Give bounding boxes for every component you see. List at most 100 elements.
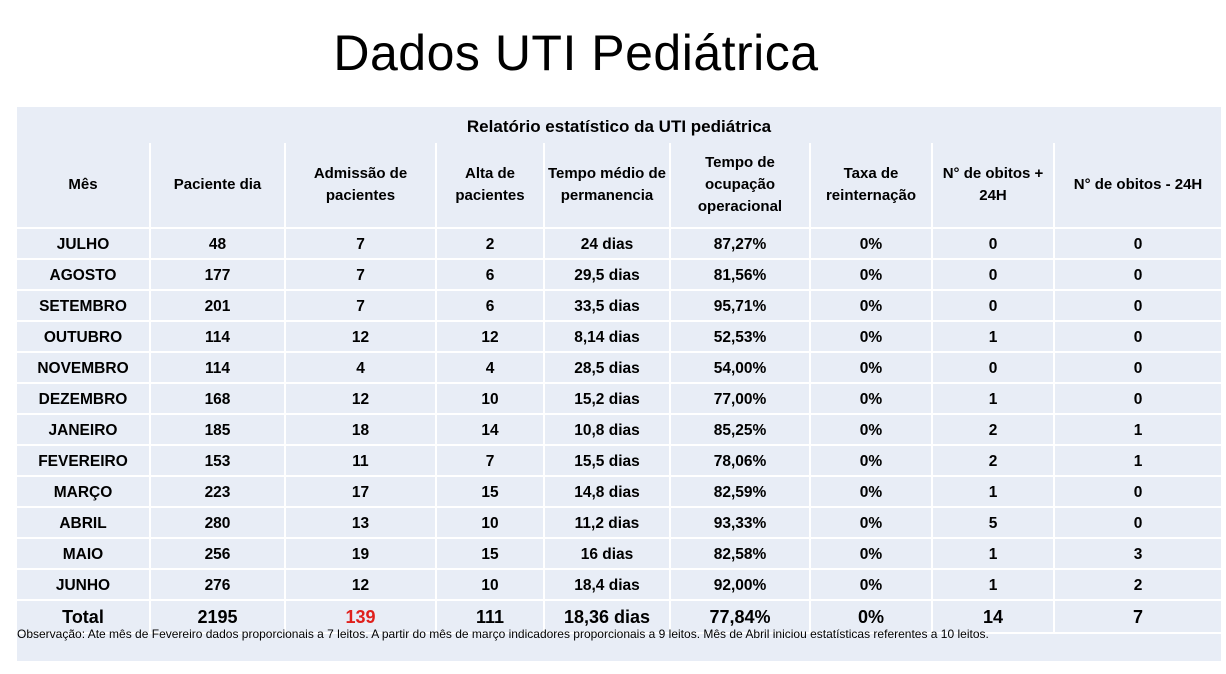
table-cell: 12 [284,569,436,601]
table-cell: 1 [931,538,1054,570]
table-cell: 0 [1052,228,1222,260]
total-cell: 77,84% [669,600,810,634]
footnote: Observação: Ate mês de Fevereiro dados p… [17,627,989,641]
table-cell: 14 [435,414,544,446]
table-cell: 82,59% [669,476,810,508]
column-header: N° de obitos - 24H [1052,143,1222,229]
total-cell: 2195 [149,600,285,634]
column-header: Alta de pacientes [435,143,544,229]
table-cell: 0% [809,538,932,570]
table-row: DEZEMBRO 168 12 10 15,2 dias 77,00% 0% 1… [17,383,1222,415]
table-cell: 7 [284,259,436,291]
table-cell: 85,25% [669,414,810,446]
table-cell: 0% [809,228,932,260]
table-cell: 0 [1052,321,1222,353]
table-cell: ABRIL [17,507,150,539]
table-cell: 0 [931,259,1054,291]
table-cell: JUNHO [17,569,150,601]
table-cell: 15,2 dias [543,383,670,415]
table-cell: 0 [931,290,1054,322]
column-header: N° de obitos + 24H [931,143,1054,229]
table-row: JULHO 48 7 2 24 dias 87,27% 0% 0 0 [17,228,1222,260]
table-cell: 33,5 dias [543,290,670,322]
table-cell: 11,2 dias [543,507,670,539]
table-cell: 0% [809,414,932,446]
table-cell: 29,5 dias [543,259,670,291]
table-cell: 4 [284,352,436,384]
table-row: JANEIRO 185 18 14 10,8 dias 85,25% 0% 2 … [17,414,1222,446]
column-header: Tempo médio de permanencia [543,143,670,229]
table-cell: 177 [149,259,285,291]
table-row: FEVEREIRO 153 11 7 15,5 dias 78,06% 0% 2… [17,445,1222,477]
table-cell: NOVEMBRO [17,352,150,384]
table-cell: 19 [284,538,436,570]
table-cell: 0 [1052,507,1222,539]
table-cell: 0 [1052,383,1222,415]
table-cell: 0 [1052,352,1222,384]
table-row: SETEMBRO 201 7 6 33,5 dias 95,71% 0% 0 0 [17,290,1222,322]
total-cell: 14 [931,600,1054,634]
total-cell: 0% [809,600,932,634]
table-cell: 2 [931,445,1054,477]
table-cell: 10 [435,569,544,601]
total-label: Total [17,600,150,634]
slide-title: Dados UTI Pediátrica [333,25,819,81]
total-cell: 7 [1052,600,1222,634]
table-caption-row: Relatório estatístico da UTI pediátrica [17,107,1221,143]
table-cell: 18,4 dias [543,569,670,601]
total-cell: 18,36 dias [543,600,670,634]
table-cell: 0% [809,445,932,477]
table-cell: 0% [809,259,932,291]
table-cell: 168 [149,383,285,415]
table-cell: SETEMBRO [17,290,150,322]
table-cell: 223 [149,476,285,508]
table-cell: 0 [1052,476,1222,508]
total-admissions-highlight: 139 [284,600,436,634]
column-header: Mês [17,143,150,229]
table-cell: 77,00% [669,383,810,415]
table-cell: 18 [284,414,436,446]
table-cell: 78,06% [669,445,810,477]
table-cell: 114 [149,352,285,384]
table-cell: 15,5 dias [543,445,670,477]
table-cell: 81,56% [669,259,810,291]
table-cell: 10 [435,383,544,415]
table-row: OUTUBRO 114 12 12 8,14 dias 52,53% 0% 1 … [17,321,1222,353]
table-cell: 48 [149,228,285,260]
table-cell: OUTUBRO [17,321,150,353]
table-row: NOVEMBRO 114 4 4 28,5 dias 54,00% 0% 0 0 [17,352,1222,384]
table-cell: 1 [1052,445,1222,477]
statistics-table: Relatório estatístico da UTI pediátrica … [17,107,1222,634]
table-cell: 15 [435,538,544,570]
table-cell: 13 [284,507,436,539]
table-cell: 1 [931,569,1054,601]
table-cell: 14,8 dias [543,476,670,508]
table-cell: 201 [149,290,285,322]
table-cell: 0% [809,321,932,353]
table-cell: 10 [435,507,544,539]
table-cell: FEVEREIRO [17,445,150,477]
table-cell: 15 [435,476,544,508]
table-cell: 0% [809,569,932,601]
table-row: MARÇO 223 17 15 14,8 dias 82,59% 0% 1 0 [17,476,1222,508]
table-caption: Relatório estatístico da UTI pediátrica [466,116,772,136]
table-cell: 93,33% [669,507,810,539]
table-cell: 12 [435,321,544,353]
table-cell: 92,00% [669,569,810,601]
table-cell: 5 [931,507,1054,539]
table-row: JUNHO 276 12 10 18,4 dias 92,00% 0% 1 2 [17,569,1222,601]
table-cell: 0 [931,352,1054,384]
table-cell: 52,53% [669,321,810,353]
table-row: MAIO 256 19 15 16 dias 82,58% 0% 1 3 [17,538,1222,570]
table-cell: 10,8 dias [543,414,670,446]
table-cell: JULHO [17,228,150,260]
table-cell: 1 [931,321,1054,353]
table-cell: 6 [435,259,544,291]
table-total-row: Total 2195 139 111 18,36 dias 77,84% 0% … [17,600,1222,634]
table-cell: 185 [149,414,285,446]
table-cell: 0% [809,383,932,415]
table-cell: 256 [149,538,285,570]
table-cell: 2 [931,414,1054,446]
table-cell: 3 [1052,538,1222,570]
table-cell: 0% [809,290,932,322]
